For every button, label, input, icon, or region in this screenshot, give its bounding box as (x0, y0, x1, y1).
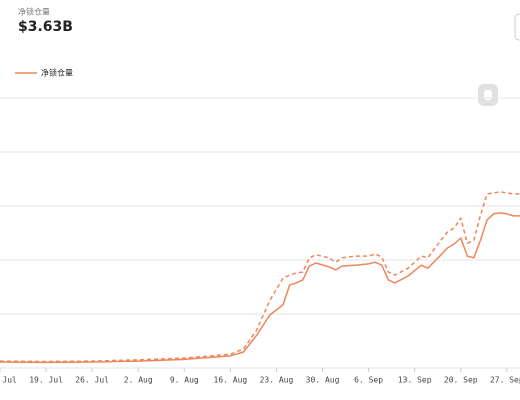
x-tick-label: 13. Sep (398, 376, 432, 385)
watermark (478, 84, 498, 106)
toolbar-button[interactable] (514, 13, 520, 41)
series-line (0, 212, 520, 364)
x-tick-label: 2. Aug (124, 376, 153, 385)
x-tick-label: 26. Jul (75, 376, 109, 385)
x-tick-label: 6. Sep (354, 376, 383, 385)
x-tick-label: 20. Sep (444, 376, 478, 385)
x-tick-label: 27. Sep (490, 376, 520, 385)
x-tick-label: 30. Aug (306, 376, 340, 385)
plot-area: 12. Jul 19. Jul 26. Jul 2. Aug 9. Aug 16. Aug… (0, 97, 520, 385)
x-tick-label: 19. Jul (29, 376, 63, 385)
x-tick-label: 9. Aug (170, 376, 199, 385)
x-tick-label: 23. Aug (260, 376, 294, 385)
x-tick-label: 12. Jul (0, 376, 17, 385)
series-line (0, 190, 520, 363)
x-tick-label: 16. Aug (214, 376, 248, 385)
header-label: 净锁仓量 (18, 7, 50, 17)
legend-label: 净锁仓量 (41, 68, 73, 78)
header-value: $3.63B (18, 19, 73, 35)
legend: 净锁仓量 (15, 68, 73, 78)
